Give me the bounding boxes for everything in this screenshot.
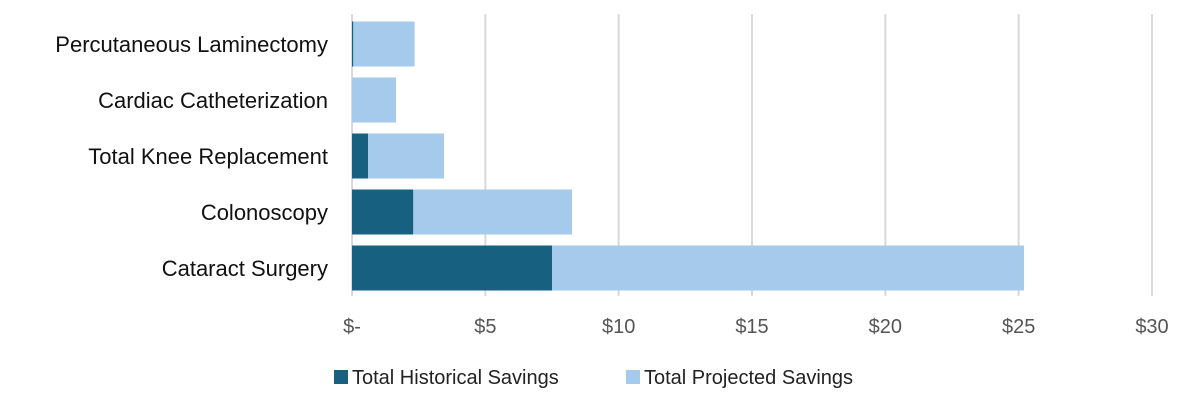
gridlines bbox=[351, 14, 1153, 296]
x-tick-labels: $- $5 $10 $15 $20 $25 $30 bbox=[343, 316, 1169, 338]
category-label-0: Percutaneous Laminectomy bbox=[55, 32, 328, 57]
bar-historical-3 bbox=[352, 189, 414, 235]
legend: Total Historical Savings Total Projected … bbox=[334, 367, 853, 389]
bars bbox=[352, 21, 1024, 291]
x-tick-label-4: $20 bbox=[869, 316, 902, 338]
x-tick-label-6: $30 bbox=[1135, 316, 1168, 338]
bar-historical-0 bbox=[352, 21, 354, 67]
category-labels: Percutaneous Laminectomy Cardiac Catheter… bbox=[55, 32, 328, 281]
bar-projected-4 bbox=[552, 245, 1024, 291]
x-tick-label-1: $5 bbox=[474, 316, 496, 338]
bar-projected-3 bbox=[413, 189, 572, 235]
category-label-1: Cardiac Catheterization bbox=[98, 88, 328, 113]
legend-label-1: Total Projected Savings bbox=[644, 367, 853, 389]
x-tick-label-2: $10 bbox=[602, 316, 635, 338]
x-tick-label-3: $15 bbox=[735, 316, 768, 338]
category-label-4: Cataract Surgery bbox=[162, 256, 328, 281]
legend-swatch-1 bbox=[626, 370, 640, 384]
bar-projected-0 bbox=[353, 21, 415, 67]
category-label-3: Colonoscopy bbox=[201, 200, 328, 225]
legend-swatch-0 bbox=[334, 370, 348, 384]
legend-label-0: Total Historical Savings bbox=[352, 367, 559, 389]
x-tick-label-0: $- bbox=[343, 316, 361, 338]
bar-historical-2 bbox=[352, 133, 368, 179]
bar-historical-4 bbox=[352, 245, 552, 291]
bar-projected-2 bbox=[368, 133, 444, 179]
x-tick-label-5: $25 bbox=[1002, 316, 1035, 338]
category-label-2: Total Knee Replacement bbox=[88, 144, 328, 169]
bar-projected-1 bbox=[352, 77, 396, 123]
